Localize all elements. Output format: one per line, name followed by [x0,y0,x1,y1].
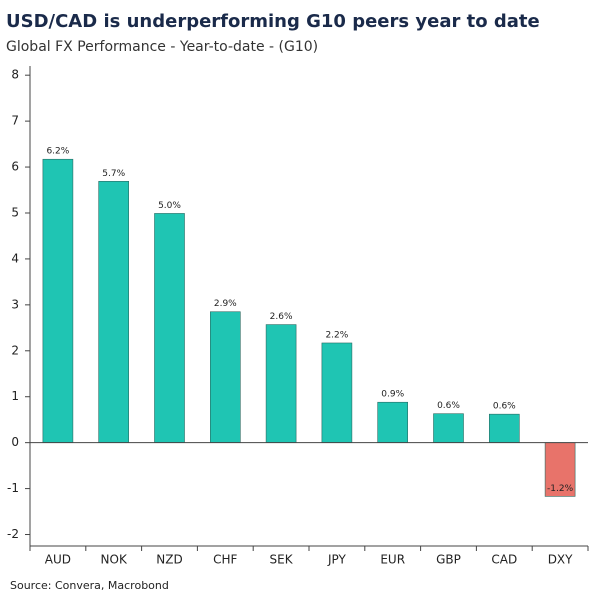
value-label: 2.2% [325,330,348,340]
y-tick-label: 6 [11,160,19,174]
x-tick-label: DXY [548,553,573,567]
y-tick-label: 5 [11,205,19,219]
y-tick-label: 4 [11,251,19,265]
value-label: -1.2% [547,484,574,494]
bar [265,324,297,443]
value-label: 0.9% [381,390,404,400]
value-label: 2.9% [214,299,237,309]
x-tick-label: GBP [436,553,461,567]
x-tick-label: AUD [45,553,71,567]
bar [377,401,409,443]
y-tick-label: 7 [11,114,19,128]
value-label: 5.7% [102,169,125,179]
y-tick-label: 0 [11,435,19,449]
value-label: 0.6% [437,401,460,411]
x-tick-label: CAD [491,553,517,567]
x-tick-label: NZD [156,553,182,567]
value-label: 0.6% [493,402,516,412]
y-tick-label: -1 [7,481,19,495]
bar [488,413,520,443]
bar [98,180,129,443]
bar [544,442,576,497]
y-tick-label: 3 [11,297,19,311]
x-tick-label: CHF [213,553,237,567]
value-label: 5.0% [158,201,181,211]
y-tick-label: -2 [7,527,19,541]
bar [210,311,241,443]
chart-subtitle: Global FX Performance - Year-to-date - (… [6,39,318,55]
x-tick-label: EUR [380,553,405,567]
value-label: 6.2% [46,147,69,157]
x-tick-label: NOK [101,553,128,567]
x-tick-label: SEK [270,553,294,567]
source-note: Source: Convera, Macrobond [10,579,169,592]
y-tick-label: 1 [11,389,19,403]
x-tick-label: JPY [327,553,347,567]
bar [42,158,74,443]
bar [154,213,185,443]
y-tick-label: 8 [11,68,19,82]
chart-title: USD/CAD is underperforming G10 peers yea… [6,11,540,32]
bar [433,413,464,443]
bar [321,342,353,443]
y-tick-label: 2 [11,343,19,357]
value-label: 2.6% [270,312,293,322]
